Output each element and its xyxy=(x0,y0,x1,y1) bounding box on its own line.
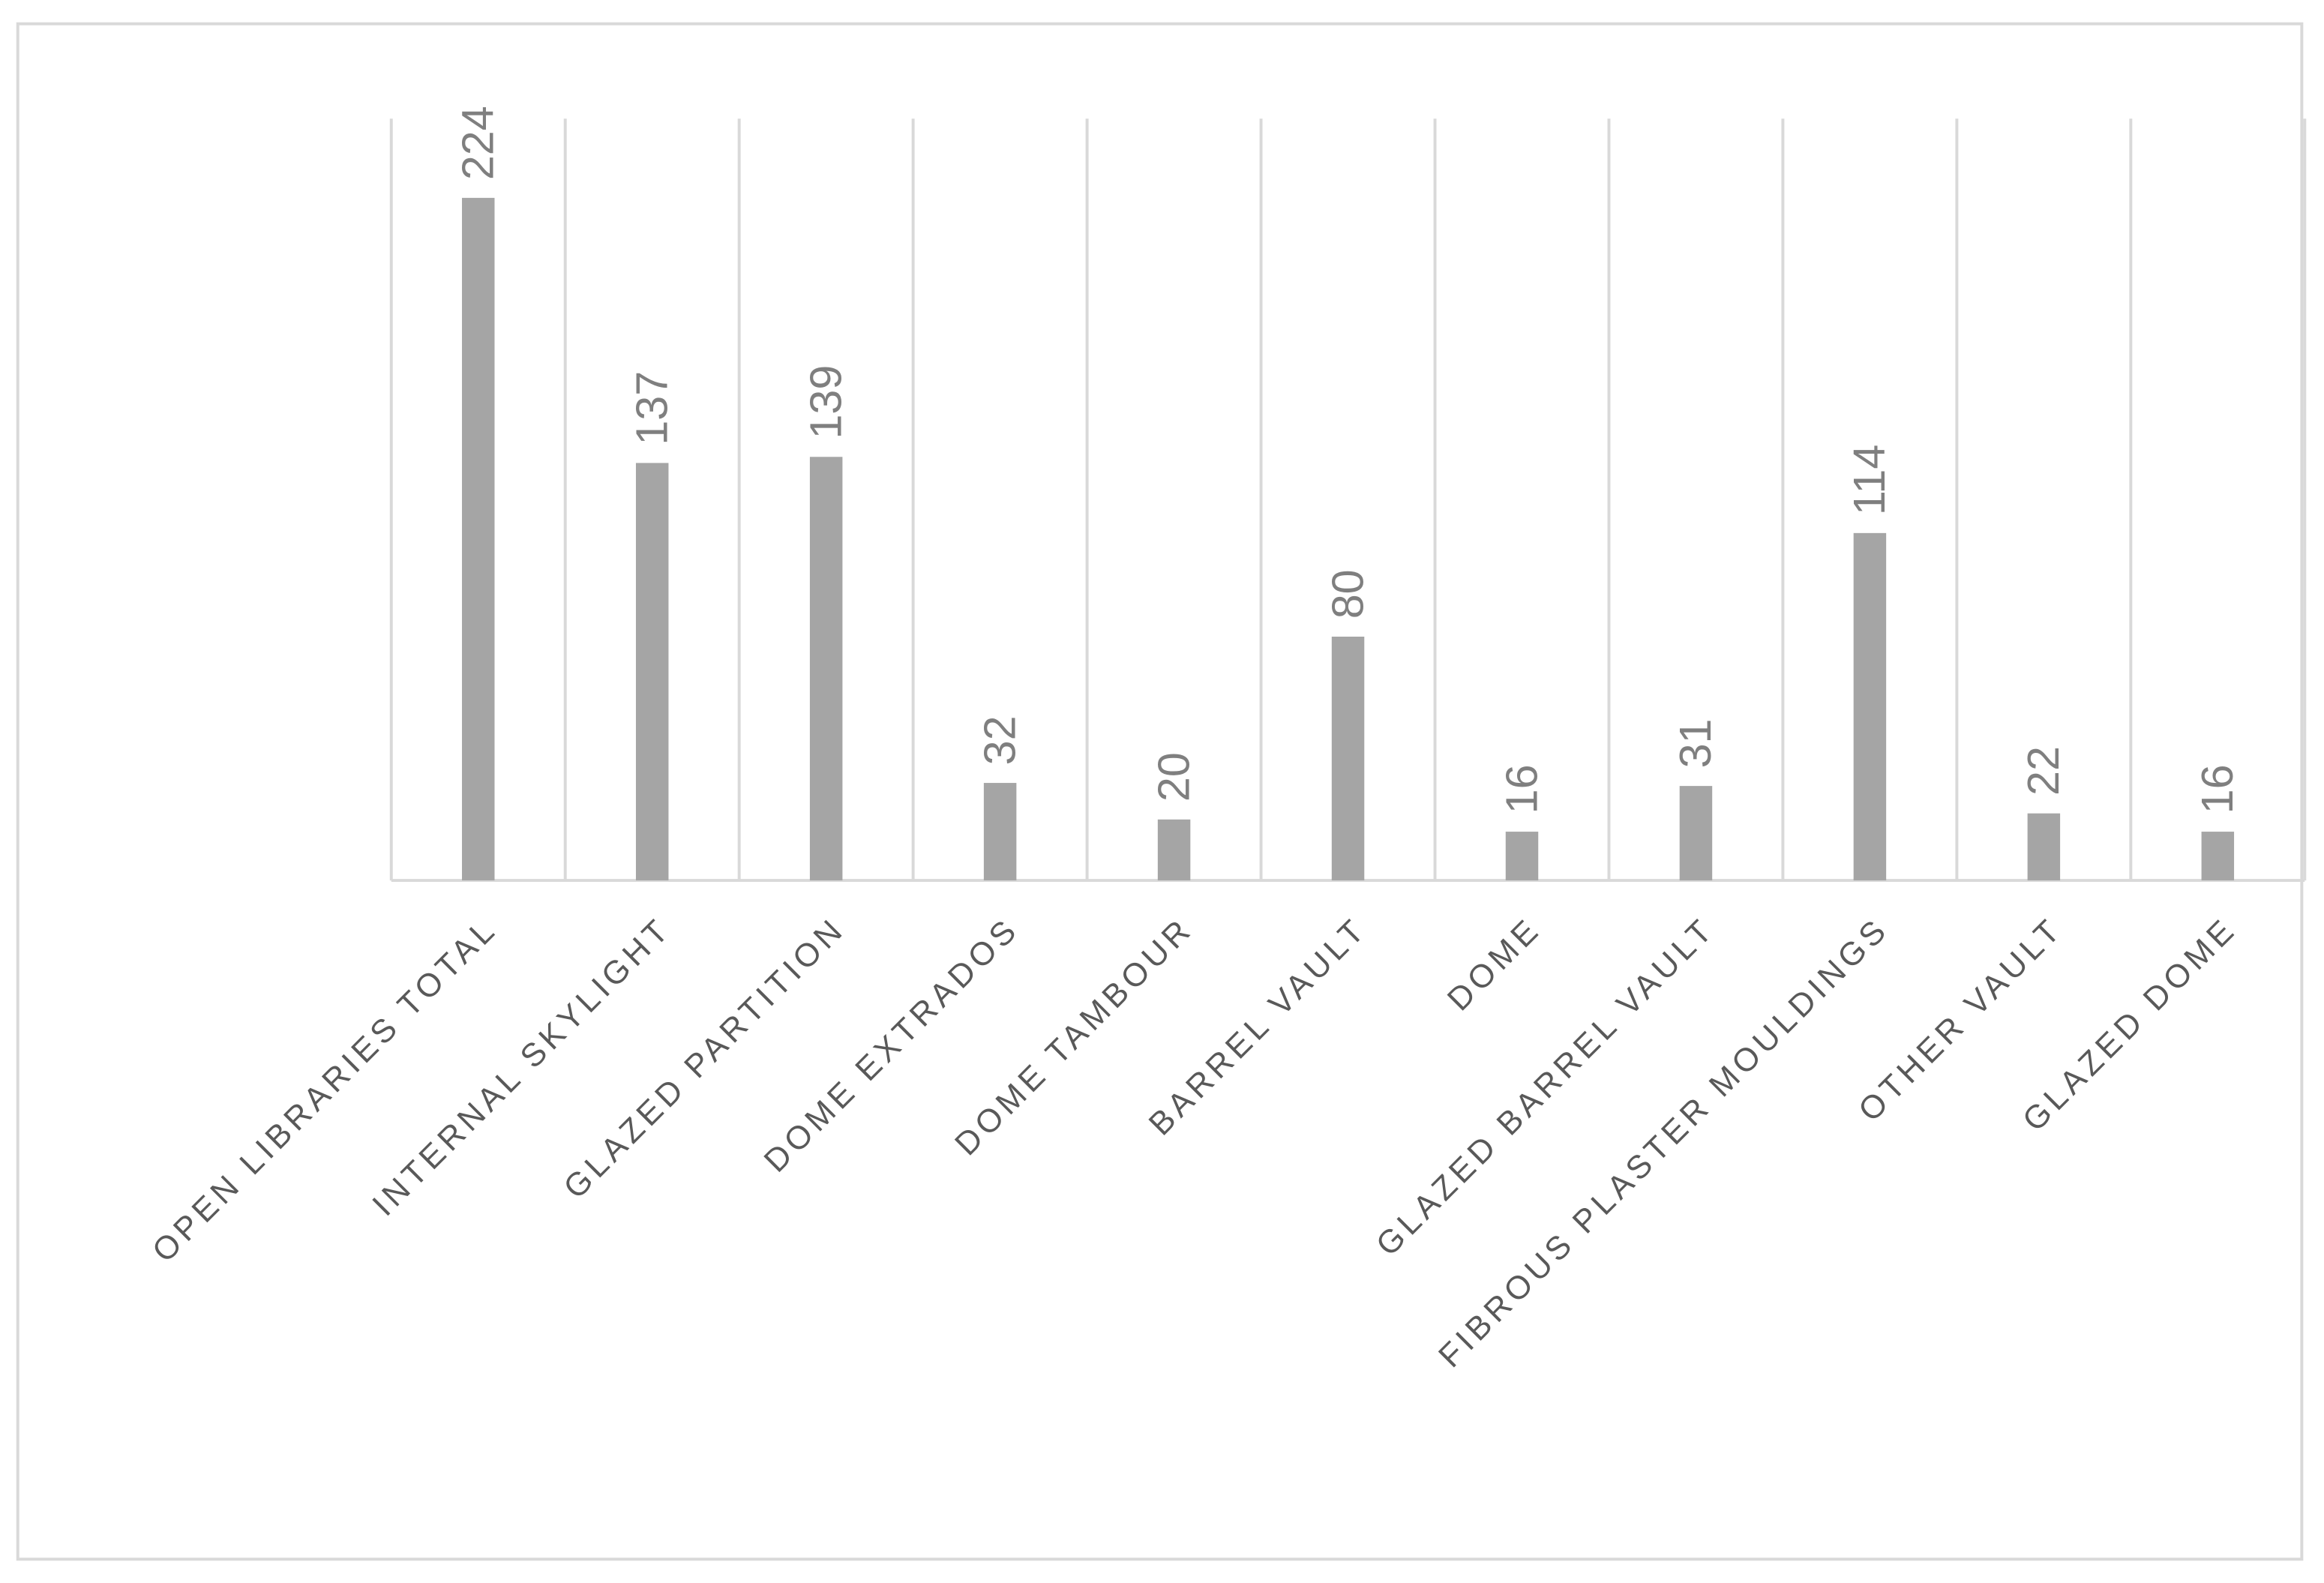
bar xyxy=(1157,819,1191,881)
bar xyxy=(635,463,669,881)
value-label: 20 xyxy=(1148,752,1198,802)
bar xyxy=(2201,832,2235,881)
bar xyxy=(462,197,495,881)
value-label: 22 xyxy=(2018,746,2068,796)
value-label: 31 xyxy=(1670,718,1720,768)
value-label: 80 xyxy=(1322,569,1372,619)
value-label: 139 xyxy=(800,365,850,439)
bar xyxy=(983,783,1017,881)
value-label: 224 xyxy=(453,106,503,180)
value-label: 137 xyxy=(626,371,676,445)
value-label: 16 xyxy=(2192,764,2242,814)
bar xyxy=(1505,832,1539,881)
chart-frame xyxy=(16,22,2304,1561)
value-label: 32 xyxy=(974,715,1024,765)
bar xyxy=(2027,813,2061,881)
value-label: 114 xyxy=(1844,445,1894,516)
bar xyxy=(1853,532,1887,881)
bar xyxy=(809,457,843,881)
value-label: 16 xyxy=(1496,764,1546,814)
bar xyxy=(1679,786,1713,881)
bar xyxy=(1331,637,1365,881)
